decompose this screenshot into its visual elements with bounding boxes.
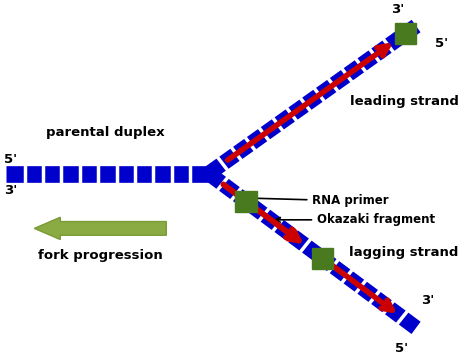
- Text: 5': 5': [395, 342, 409, 354]
- Bar: [395, 23, 416, 44]
- Text: fork progression: fork progression: [38, 249, 163, 262]
- Text: leading strand: leading strand: [350, 95, 458, 108]
- Text: 5': 5': [4, 153, 17, 166]
- Text: Okazaki fragment: Okazaki fragment: [275, 213, 435, 226]
- Bar: [312, 248, 333, 269]
- Bar: [236, 191, 257, 212]
- Text: 3': 3': [4, 184, 17, 197]
- Text: 3': 3': [391, 3, 404, 16]
- Text: lagging strand: lagging strand: [349, 246, 458, 259]
- FancyArrow shape: [35, 217, 166, 240]
- Text: 3': 3': [421, 294, 434, 307]
- Text: parental duplex: parental duplex: [46, 126, 164, 139]
- Text: RNA primer: RNA primer: [246, 194, 389, 207]
- Text: 5': 5': [435, 37, 448, 50]
